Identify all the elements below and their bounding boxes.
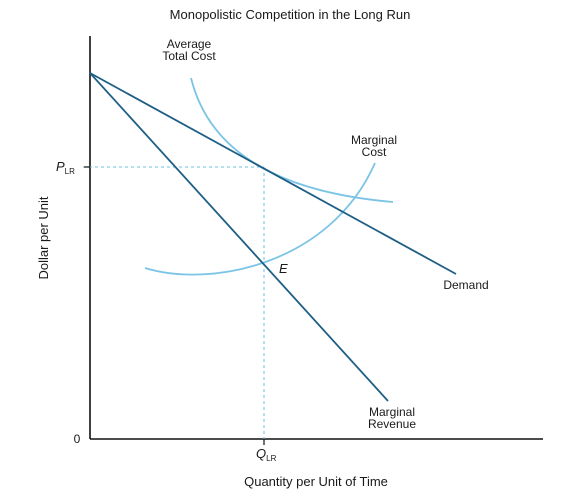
mc-label-line1: Marginal	[351, 133, 397, 147]
y-axis-title: Dollar per Unit	[36, 196, 51, 279]
marginal-revenue-curve	[89, 72, 389, 402]
mr-label-line1: Marginal	[369, 405, 415, 419]
demand-curve	[89, 72, 457, 275]
mr-label-line2: Revenue	[368, 417, 416, 431]
mc-label-line2: Cost	[362, 145, 387, 159]
demand-label: Demand	[443, 278, 488, 292]
diagram-title: Monopolistic Competition in the Long Run	[170, 7, 411, 22]
quantity-label: QLR	[256, 446, 277, 463]
atc-label-line2: Total Cost	[162, 49, 216, 63]
marginal-cost-curve	[144, 162, 376, 276]
atc-label-line1: Average	[167, 37, 212, 51]
origin-label: 0	[74, 432, 81, 446]
price-label: PLR	[56, 159, 75, 176]
equilibrium-label: E	[279, 261, 288, 276]
x-axis-title: Quantity per Unit of Time	[244, 474, 388, 489]
